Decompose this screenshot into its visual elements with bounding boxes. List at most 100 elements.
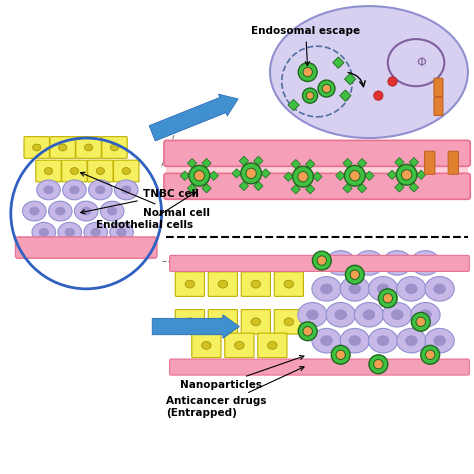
Circle shape (302, 88, 318, 103)
Ellipse shape (298, 302, 327, 327)
Circle shape (292, 166, 313, 187)
Ellipse shape (368, 328, 398, 353)
Ellipse shape (108, 207, 117, 215)
Ellipse shape (368, 277, 398, 301)
Ellipse shape (326, 302, 356, 327)
Ellipse shape (284, 280, 293, 288)
Ellipse shape (349, 336, 361, 346)
FancyBboxPatch shape (241, 272, 271, 296)
Ellipse shape (349, 284, 361, 294)
Text: Endosomal escape: Endosomal escape (251, 27, 360, 66)
Text: Anticancer drugs
(Entrapped): Anticancer drugs (Entrapped) (166, 367, 304, 418)
Circle shape (306, 92, 314, 100)
FancyBboxPatch shape (166, 162, 468, 190)
Ellipse shape (121, 186, 131, 194)
Circle shape (401, 170, 412, 180)
Ellipse shape (425, 277, 454, 301)
Ellipse shape (397, 328, 426, 353)
Ellipse shape (110, 144, 118, 151)
Ellipse shape (30, 207, 39, 215)
Ellipse shape (44, 186, 53, 194)
Ellipse shape (23, 201, 46, 221)
Ellipse shape (267, 341, 277, 349)
Ellipse shape (312, 277, 341, 301)
Ellipse shape (270, 6, 468, 138)
Ellipse shape (392, 310, 403, 319)
FancyBboxPatch shape (102, 137, 127, 158)
Ellipse shape (419, 258, 431, 268)
Text: Normal cell: Normal cell (81, 172, 210, 218)
Ellipse shape (65, 228, 74, 236)
FancyBboxPatch shape (16, 237, 157, 258)
Ellipse shape (36, 180, 60, 200)
Ellipse shape (32, 222, 55, 242)
Ellipse shape (406, 284, 417, 294)
Ellipse shape (335, 258, 346, 268)
Ellipse shape (84, 222, 108, 242)
FancyBboxPatch shape (274, 272, 303, 296)
Ellipse shape (406, 336, 417, 346)
Text: Φ: Φ (416, 56, 426, 69)
Ellipse shape (383, 251, 412, 275)
FancyBboxPatch shape (88, 160, 113, 182)
Circle shape (312, 251, 331, 270)
Ellipse shape (201, 341, 211, 349)
Ellipse shape (434, 336, 446, 346)
Ellipse shape (307, 310, 318, 319)
Circle shape (303, 327, 312, 336)
Circle shape (416, 317, 426, 327)
Ellipse shape (96, 168, 104, 174)
Ellipse shape (377, 284, 389, 294)
Ellipse shape (411, 251, 440, 275)
Circle shape (189, 165, 210, 186)
Circle shape (396, 164, 417, 185)
Ellipse shape (392, 258, 403, 268)
Circle shape (388, 77, 397, 86)
FancyArrow shape (149, 94, 238, 141)
FancyBboxPatch shape (170, 359, 469, 375)
Ellipse shape (70, 186, 79, 194)
FancyBboxPatch shape (434, 97, 443, 116)
Ellipse shape (39, 228, 48, 236)
Ellipse shape (251, 280, 261, 288)
Ellipse shape (218, 280, 228, 288)
FancyBboxPatch shape (164, 140, 470, 166)
FancyBboxPatch shape (175, 310, 204, 334)
FancyBboxPatch shape (225, 333, 254, 357)
Circle shape (378, 289, 397, 308)
Ellipse shape (363, 258, 375, 268)
FancyBboxPatch shape (425, 151, 435, 174)
Ellipse shape (284, 318, 293, 326)
Circle shape (317, 256, 327, 265)
FancyBboxPatch shape (192, 333, 221, 357)
Circle shape (426, 350, 435, 359)
Ellipse shape (235, 341, 244, 349)
Ellipse shape (82, 207, 91, 215)
FancyBboxPatch shape (36, 160, 61, 182)
Ellipse shape (340, 277, 369, 301)
Circle shape (383, 293, 392, 303)
Ellipse shape (91, 228, 100, 236)
Ellipse shape (383, 302, 412, 327)
Ellipse shape (63, 180, 86, 200)
Circle shape (331, 346, 350, 364)
Ellipse shape (33, 144, 41, 151)
Circle shape (350, 270, 359, 279)
Ellipse shape (425, 328, 454, 353)
Circle shape (298, 63, 317, 82)
Ellipse shape (340, 328, 369, 353)
Ellipse shape (397, 277, 426, 301)
Circle shape (345, 165, 365, 186)
Circle shape (369, 355, 388, 374)
Ellipse shape (355, 251, 383, 275)
Circle shape (411, 312, 430, 331)
Ellipse shape (251, 318, 261, 326)
Ellipse shape (45, 168, 53, 174)
Ellipse shape (355, 302, 383, 327)
Circle shape (374, 91, 383, 100)
Circle shape (350, 171, 360, 181)
Ellipse shape (411, 302, 440, 327)
Circle shape (246, 168, 256, 179)
Ellipse shape (117, 228, 126, 236)
Circle shape (322, 84, 331, 93)
